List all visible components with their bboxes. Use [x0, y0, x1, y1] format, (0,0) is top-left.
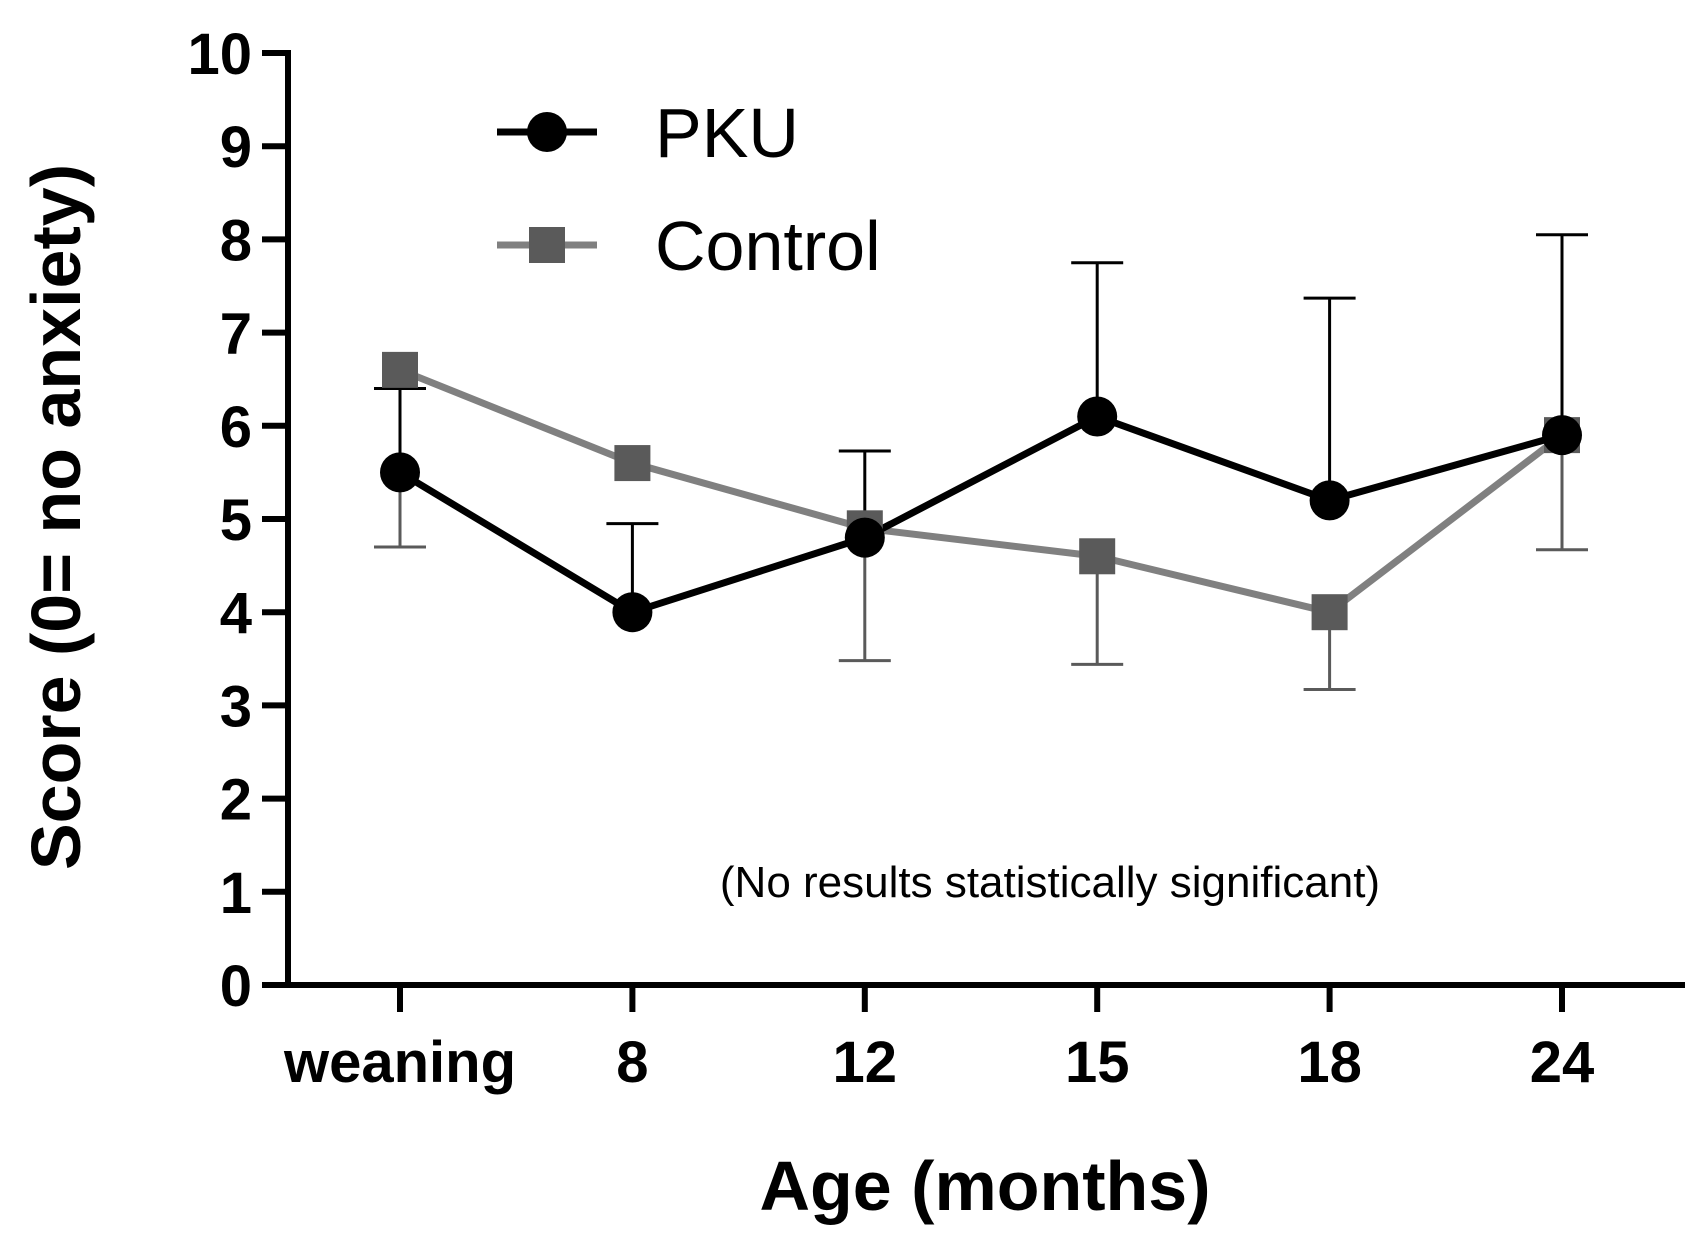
- x-ticks: weaning 8 12 15 18 24: [283, 985, 1594, 1095]
- x-axis-title: Age (months): [759, 1147, 1210, 1225]
- series-line-control: [398, 366, 1565, 616]
- series-line-pku: [398, 412, 1563, 616]
- x-tick-label-8: 8: [616, 1030, 648, 1095]
- x-tick-label-18: 18: [1297, 1030, 1362, 1095]
- y-tick-label-3: 3: [220, 674, 252, 739]
- y-tick-label-7: 7: [220, 302, 252, 367]
- x-tick-label-24: 24: [1530, 1030, 1595, 1095]
- series-markers: [380, 351, 1582, 633]
- data-point-control-18: [1311, 594, 1348, 631]
- data-point-pku-weaning: [380, 452, 420, 493]
- legend: PKU Control: [497, 94, 881, 285]
- legend-item-pku: PKU: [497, 94, 799, 172]
- y-tick-label-9: 9: [220, 115, 252, 180]
- y-tick-label-8: 8: [220, 208, 252, 273]
- data-point-pku-24: [1542, 415, 1582, 456]
- legend-item-control: Control: [497, 207, 881, 285]
- x-tick-label-weaning: weaning: [283, 1030, 516, 1095]
- data-point-pku-18: [1309, 480, 1350, 521]
- data-point-control-weaning: [382, 351, 418, 388]
- y-tick-label-2: 2: [220, 768, 252, 833]
- legend-pku-marker: [527, 112, 567, 152]
- x-tick-label-12: 12: [833, 1030, 898, 1095]
- y-ticks: 0 1 2 3 4 5 6 7 8 9 10: [187, 22, 288, 1019]
- y-tick-label-4: 4: [220, 581, 252, 646]
- y-tick-label-6: 6: [220, 395, 252, 460]
- y-axis-title: Score (0= no anxiety): [17, 164, 95, 870]
- x-tick-label-15: 15: [1065, 1030, 1130, 1095]
- y-tick-label-1: 1: [220, 861, 252, 926]
- y-tick-label-10: 10: [187, 22, 252, 87]
- data-point-control-8: [614, 445, 651, 482]
- error-bars: [374, 233, 1588, 692]
- legend-control-label: Control: [655, 207, 881, 285]
- series-lines: [398, 366, 1565, 616]
- data-point-pku-12: [844, 517, 885, 558]
- legend-control-marker: [529, 227, 565, 263]
- y-tick-label-0: 0: [220, 954, 252, 1019]
- y-tick-label-5: 5: [220, 488, 252, 553]
- significance-note: (No results statistically significant): [720, 858, 1380, 907]
- axes: [285, 50, 1685, 988]
- data-point-control-15: [1079, 538, 1116, 575]
- data-point-pku-15: [1077, 396, 1118, 437]
- data-point-pku-8: [612, 592, 653, 633]
- legend-pku-label: PKU: [655, 94, 799, 172]
